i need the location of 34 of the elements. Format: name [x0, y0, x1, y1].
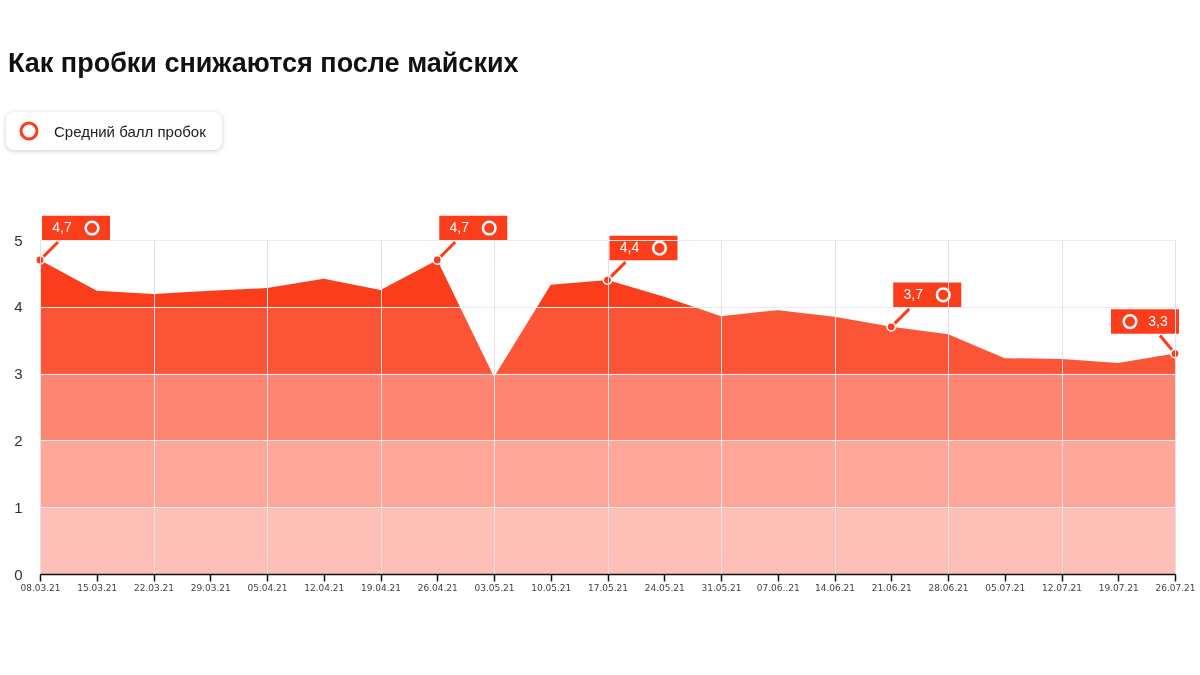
x-tick-label: 19.04.21	[360, 582, 402, 593]
legend-label: Средний балл пробок	[54, 122, 206, 140]
chart-title: Как пробки снижаются после майских	[8, 48, 519, 79]
x-tick-label: 05.04.21	[247, 582, 288, 593]
x-tick-label: 07.06..21	[756, 582, 800, 593]
data-label: 4,7	[52, 219, 72, 236]
x-tick-label: 08.03.21	[20, 582, 61, 593]
x-tick-label: 24.05.21	[644, 582, 685, 593]
x-tick-label: 31.05.21	[701, 582, 742, 593]
x-tick-label: 12.07.21	[1041, 582, 1083, 593]
x-tick-label: 05.07.21	[985, 582, 1026, 593]
data-label: 4,4	[619, 239, 640, 256]
x-tick-label: 17.05.21	[587, 582, 629, 593]
x-tick-label: 15.03.21	[77, 582, 118, 593]
x-tick-label: 21.06.21	[871, 582, 912, 593]
y-tick-label: 4	[14, 298, 23, 316]
x-tick-label: 14.06.21	[814, 582, 856, 593]
x-tick-label: 10.05.21	[531, 582, 572, 593]
x-tick-label: 22.03.21	[133, 582, 175, 593]
data-label: 4,7	[449, 219, 470, 236]
x-tick-label: 29.03.21	[190, 582, 231, 593]
x-tick-label: 26.04.21	[417, 582, 458, 593]
x-tick-label: 19.07.21	[1098, 582, 1139, 593]
y-tick-label: 0	[14, 565, 23, 583]
data-label: 3,3	[1148, 312, 1168, 329]
y-tick-label: 1	[14, 498, 23, 516]
x-tick-label: 12.04.21	[304, 582, 345, 593]
data-label: 3,7	[903, 285, 924, 302]
x-tick-label: 03.05.21	[474, 582, 515, 593]
x-tick-label: 28.06.21	[928, 582, 969, 593]
y-tick-label: 2	[14, 431, 23, 449]
y-tick-label: 5	[14, 231, 23, 249]
y-tick-label: 3	[14, 365, 23, 383]
x-tick-label: 26.07.21	[1155, 582, 1196, 593]
